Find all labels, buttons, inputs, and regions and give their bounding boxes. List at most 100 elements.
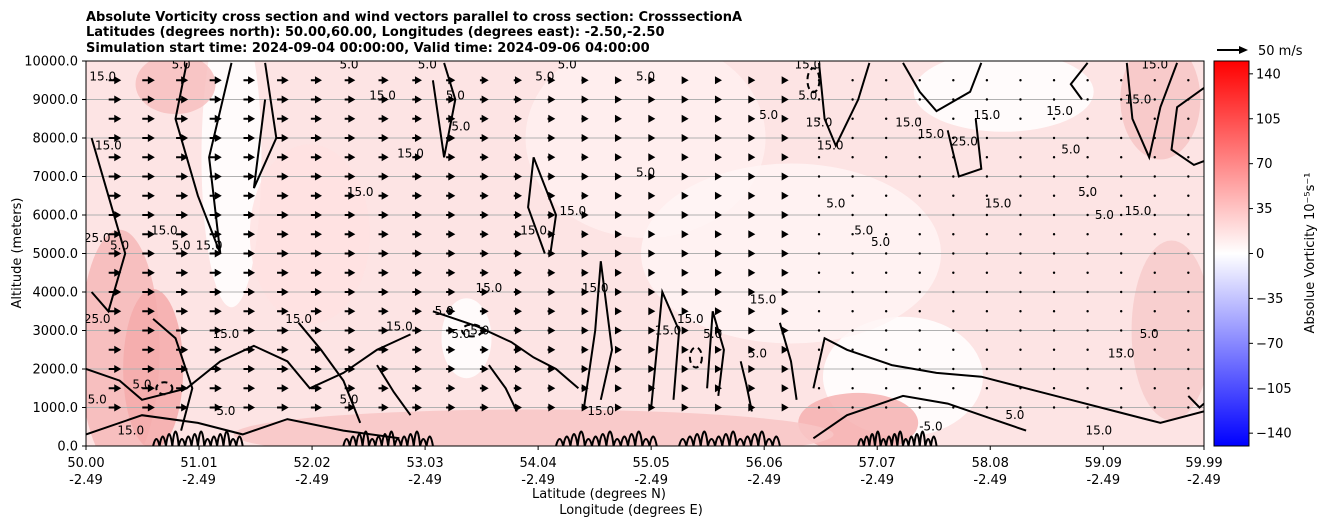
wind-vector-head (114, 288, 122, 296)
wind-vector (479, 345, 489, 354)
colorbar-ticks: 140 105 70 35 0 −35 −70 −105 −140 (1249, 67, 1292, 442)
wind-vector-head (514, 76, 522, 85)
wind-vector (614, 345, 622, 354)
wind-vector (277, 230, 289, 239)
wind-vector (884, 367, 888, 371)
wind-vector-head (114, 403, 122, 412)
vorticity-shading (86, 61, 1204, 446)
wind-vector (446, 172, 456, 181)
y-axis-label: Altitude (meters) (10, 198, 25, 309)
wind-vector (581, 384, 589, 393)
contour-line (728, 430, 738, 446)
wind-vector (1153, 117, 1156, 120)
wind-vector-head (147, 172, 155, 181)
contour-line (569, 433, 579, 446)
wind-vector-head (281, 384, 289, 393)
y-tick-label: 9000.0 (33, 93, 79, 108)
contour-line (626, 433, 637, 446)
y-tick-label: 3000.0 (33, 324, 79, 339)
wind-vector-head (548, 288, 556, 296)
wind-vector (884, 213, 888, 217)
wind-vector-head (748, 384, 756, 393)
wind-vector-head (714, 114, 722, 123)
wind-vector-head (248, 172, 256, 181)
wind-vector-head (214, 288, 222, 296)
wind-vector-head (781, 211, 789, 219)
wind-vector-head (548, 345, 556, 354)
wind-vector (1019, 98, 1022, 101)
wind-vector (277, 211, 289, 219)
wind-vector-head (748, 230, 756, 239)
contour-line (648, 435, 658, 446)
wind-vector-head (147, 403, 155, 412)
colorbar-gradient (1213, 60, 1250, 447)
wind-vector-head (714, 211, 722, 219)
wind-vector (1119, 367, 1123, 371)
chart-title-line-2: Latitudes (degrees north): 50.00,60.00, … (86, 25, 665, 40)
wind-vector (344, 384, 356, 393)
wind-vector (344, 307, 356, 316)
wind-vector-head (748, 345, 756, 354)
wind-vector (614, 153, 622, 162)
wind-vector (108, 211, 122, 219)
wind-vector (243, 249, 256, 258)
wind-vector (1153, 156, 1156, 159)
wind-vector-head (581, 249, 589, 258)
wind-vector (581, 172, 589, 181)
wind-vector-head (781, 153, 789, 162)
wind-vector (243, 211, 256, 219)
wind-vector (714, 249, 722, 258)
wind-vector-head (781, 76, 789, 85)
wind-vector (614, 365, 622, 373)
wind-vector (851, 329, 854, 332)
wind-vector-head (548, 307, 556, 316)
wind-vector (681, 307, 689, 316)
wind-vector (985, 79, 989, 82)
wind-vector (479, 249, 489, 258)
wind-vector-head (314, 153, 322, 162)
wind-vector-head (281, 172, 289, 181)
wind-vector (614, 76, 622, 85)
contour-label: 15.0 (151, 223, 178, 237)
wind-vector-head (114, 384, 122, 393)
wind-vector-head (714, 153, 722, 162)
x-tick-label-latitude: 59.09 (1085, 456, 1122, 471)
wind-vector-head (648, 326, 656, 335)
wind-vector (781, 326, 789, 335)
wind-vector (884, 387, 888, 390)
wind-vector (243, 345, 256, 354)
wind-vector (1019, 117, 1022, 120)
wind-vector (884, 290, 888, 294)
wind-vector-head (181, 345, 189, 354)
wind-vectors (108, 76, 1190, 412)
wind-vector (952, 406, 955, 409)
wind-vector (176, 326, 189, 335)
wind-vector-head (581, 403, 589, 412)
wind-vector (479, 326, 489, 335)
wind-vector-head (748, 172, 756, 181)
contour-label: 5.0 (418, 58, 437, 72)
wind-vector (1086, 117, 1089, 120)
wind-vector-head (781, 134, 789, 142)
contour-label: 5.0 (339, 393, 358, 407)
wind-vector-head (748, 326, 756, 335)
wind-vector-head (714, 268, 722, 277)
wind-vector-head (748, 403, 756, 412)
plot-area: 15.05.015.025.05.025.05.015.015.05.0 15.0… (85, 58, 1205, 447)
wind-vector (851, 156, 854, 159)
wind-vector (1052, 136, 1056, 140)
contour-line (425, 435, 434, 446)
wind-vector (108, 307, 122, 316)
wind-vector-head (714, 172, 722, 181)
wind-vector-head (114, 211, 122, 219)
wind-vector-head (314, 307, 322, 316)
wind-vector (781, 114, 789, 123)
wind-vector (344, 114, 356, 123)
wind-vector-head (648, 249, 656, 258)
wind-vector (614, 230, 622, 239)
wind-vector (648, 384, 656, 393)
wind-vector-head (681, 365, 689, 373)
wind-vector-head (348, 365, 356, 373)
contour-label: 15.0 (520, 223, 547, 237)
wind-vector (1052, 290, 1056, 294)
